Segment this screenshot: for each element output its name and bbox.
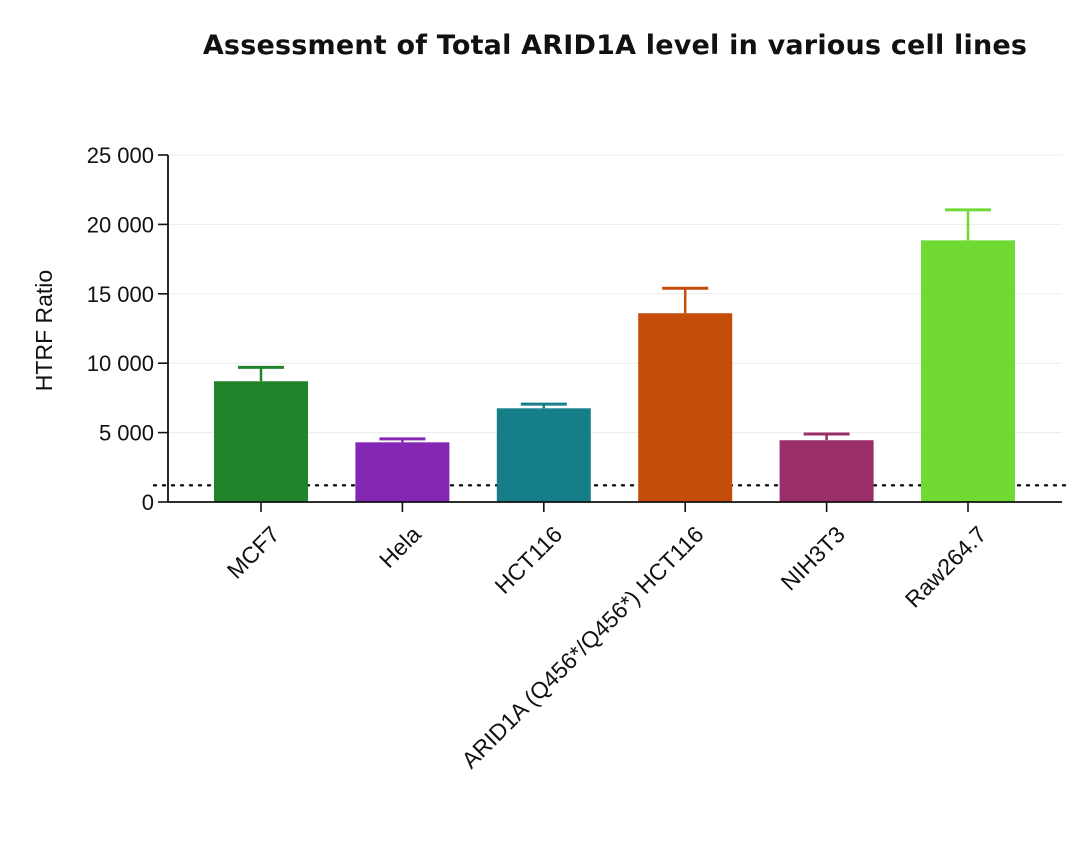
axes [158,154,1062,512]
bar-arid1a-q456-q456-hct116 [638,313,733,502]
y-tick-label: 5 000 [99,421,154,446]
x-tick-label: MCF7 [222,521,285,584]
y-tick-label: 15 000 [87,282,154,307]
x-tick-label: HCT116 [489,521,567,599]
y-tick-label: 0 [142,490,154,515]
bar-hela [355,442,450,502]
x-tick-label: Hela [374,521,426,573]
bar-mcf7 [214,381,308,502]
bar-hct116 [496,408,591,502]
x-tick-label: Raw264.7 [900,521,992,613]
bars [214,208,1015,502]
bar-nih3t3 [779,440,874,502]
y-tick-label: 20 000 [87,212,154,237]
bar-raw264-7 [921,240,1015,502]
chart-title: Assessment of Total ARID1A level in vari… [202,30,1028,61]
x-tick-label: ARID1A (Q456*/Q456*) HCT116 [456,521,708,773]
x-tick-label: NIH3T3 [776,521,850,595]
y-tick-label: 10 000 [87,351,154,376]
y-tick-label: 25 000 [87,143,154,168]
gridlines [168,154,1062,434]
y-axis-label: HTRF Ratio [31,270,57,391]
